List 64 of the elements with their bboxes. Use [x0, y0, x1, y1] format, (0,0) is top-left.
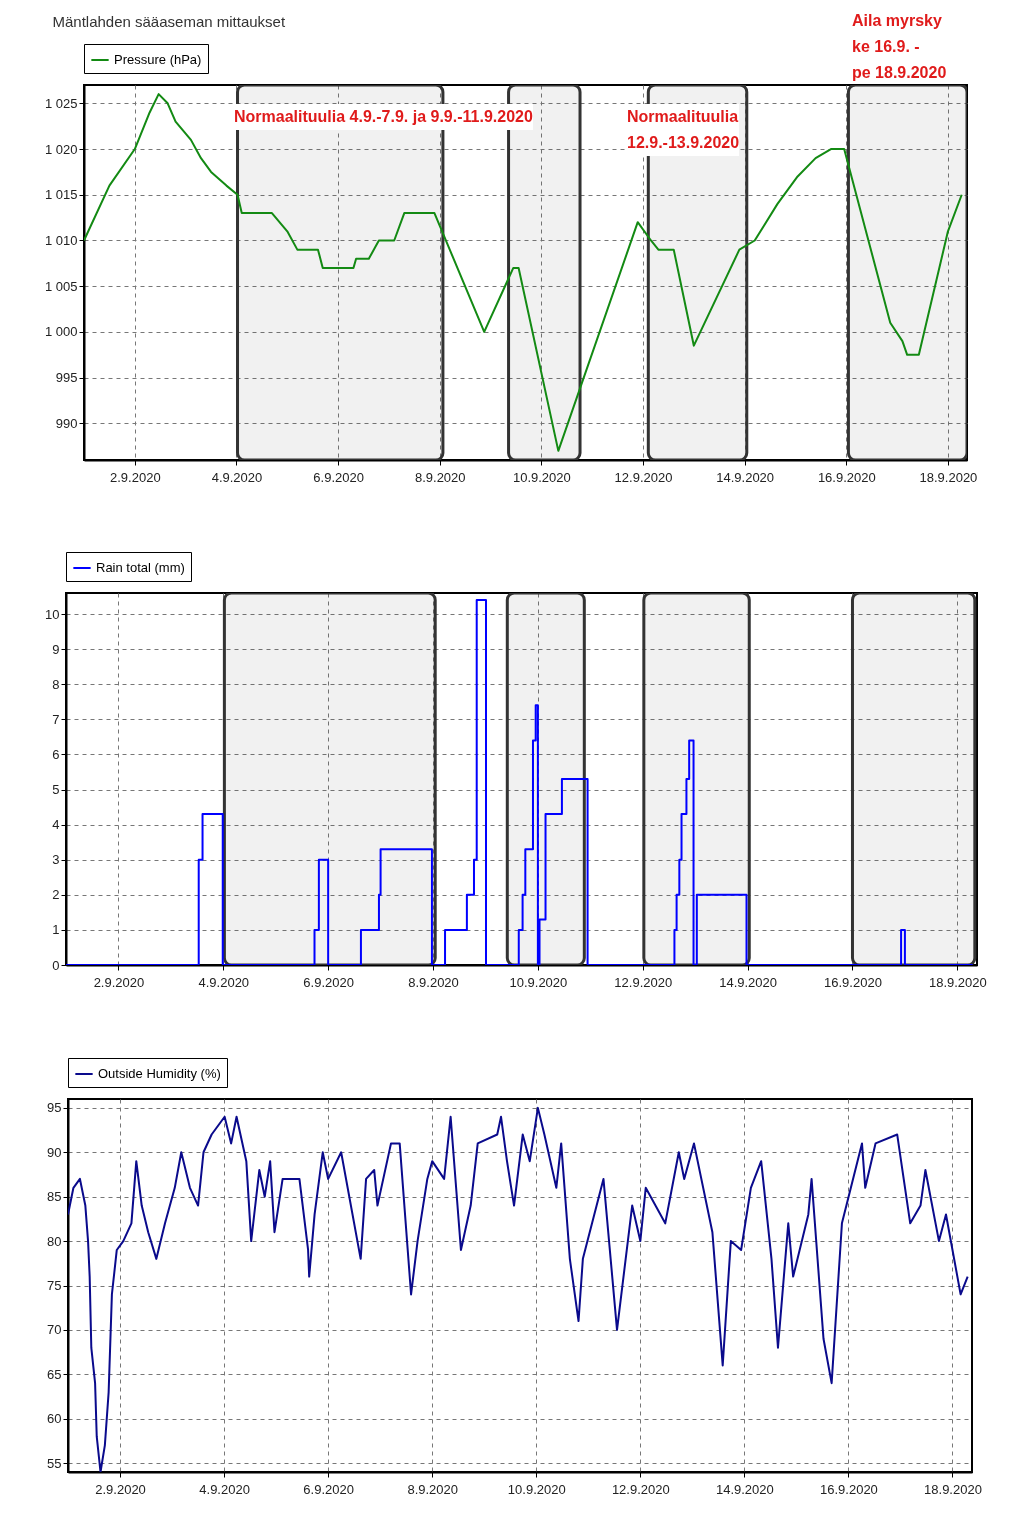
x-tick-label: 12.9.2020 [614, 974, 673, 990]
line-series [68, 1106, 969, 1472]
y-tick-label: 0 [52, 957, 60, 973]
y-tick-label: 4 [52, 817, 60, 833]
y-tick-label: 90 [47, 1144, 62, 1160]
y-tick-label: 80 [47, 1233, 62, 1249]
y-tick-label: 8 [52, 676, 60, 692]
x-tick-label: 4.9.2020 [199, 1481, 250, 1497]
x-tick-label: 12.9.2020 [614, 469, 673, 485]
x-tick-label: 10.9.2020 [512, 469, 571, 485]
x-tick-label: 4.9.2020 [198, 974, 250, 990]
x-tick-label: 2.9.2020 [93, 974, 145, 990]
x-tick-label: 18.9.2020 [924, 1481, 982, 1497]
y-tick-label: 1 000 [44, 324, 78, 340]
x-tick-label: 18.9.2020 [928, 974, 987, 990]
chart-title: Mäntlahden sääaseman mittaukset [52, 12, 286, 30]
y-tick-label: 65 [47, 1366, 62, 1382]
x-tick-label: 10.9.2020 [509, 974, 568, 990]
x-tick-label: 6.9.2020 [313, 469, 364, 485]
y-tick-label: 85 [47, 1189, 62, 1205]
y-tick-label: 1 025 [44, 95, 78, 111]
y-tick-label: 60 [47, 1411, 62, 1427]
x-tick-label: 16.9.2020 [820, 1481, 878, 1497]
x-tick-label: 10.9.2020 [507, 1481, 566, 1497]
y-tick-label: 7 [52, 711, 60, 727]
y-tick-label: 55 [47, 1455, 62, 1471]
y-tick-label: 6 [52, 746, 60, 762]
x-tick-label: 18.9.2020 [919, 469, 978, 485]
y-tick-label: 1 [52, 922, 60, 938]
x-tick-label: 6.9.2020 [303, 1481, 354, 1497]
y-tick-label: 75 [47, 1278, 62, 1293]
x-tick-label: 12.9.2020 [611, 1481, 670, 1497]
legend-label: Pressure (hPa) [114, 52, 202, 67]
y-tick-label: 1 020 [44, 141, 78, 157]
y-tick-label: 70 [47, 1322, 62, 1338]
y-tick-label: 9 [52, 641, 60, 657]
annotation: Normaalituulia 4.9.-7.9. ja 9.9.-11.9.2020 [234, 104, 533, 130]
x-tick-label: 16.9.2020 [824, 974, 882, 990]
y-tick-label: 2 [52, 887, 60, 903]
x-tick-label: 14.9.2020 [715, 1481, 774, 1497]
legend-label: Rain total (mm) [96, 560, 185, 575]
y-tick-label: 995 [55, 370, 78, 386]
x-tick-label: 4.9.2020 [211, 469, 263, 485]
y-tick-label: 95 [47, 1100, 62, 1116]
annotation: Normaalituulia 12.9.-13.9.2020 [627, 104, 740, 156]
y-tick-label: 1 005 [44, 278, 78, 294]
x-tick-label: 2.9.2020 [95, 1481, 146, 1497]
y-tick-label: 1 015 [44, 187, 78, 203]
y-tick-label: 990 [55, 415, 78, 431]
x-tick-label: 8.9.2020 [407, 1481, 459, 1497]
line-series [84, 93, 963, 452]
y-tick-label: 1 010 [44, 232, 78, 248]
y-tick-label: 5 [52, 782, 60, 798]
x-tick-label: 8.9.2020 [414, 469, 466, 485]
text: Aila myrsky ke 16.9. - pe 18.9.2020 [852, 11, 947, 83]
x-tick-label: 6.9.2020 [303, 974, 354, 990]
legend-label: Outside Humidity (%) [98, 1066, 221, 1081]
x-tick-label: 16.9.2020 [817, 469, 876, 485]
y-tick-label: 10 [45, 606, 60, 622]
x-tick-label: 14.9.2020 [719, 974, 778, 990]
x-tick-label: 8.9.2020 [408, 974, 459, 990]
x-tick-label: 2.9.2020 [110, 469, 161, 485]
y-tick-label: 3 [52, 852, 60, 868]
x-tick-label: 14.9.2020 [716, 469, 775, 485]
